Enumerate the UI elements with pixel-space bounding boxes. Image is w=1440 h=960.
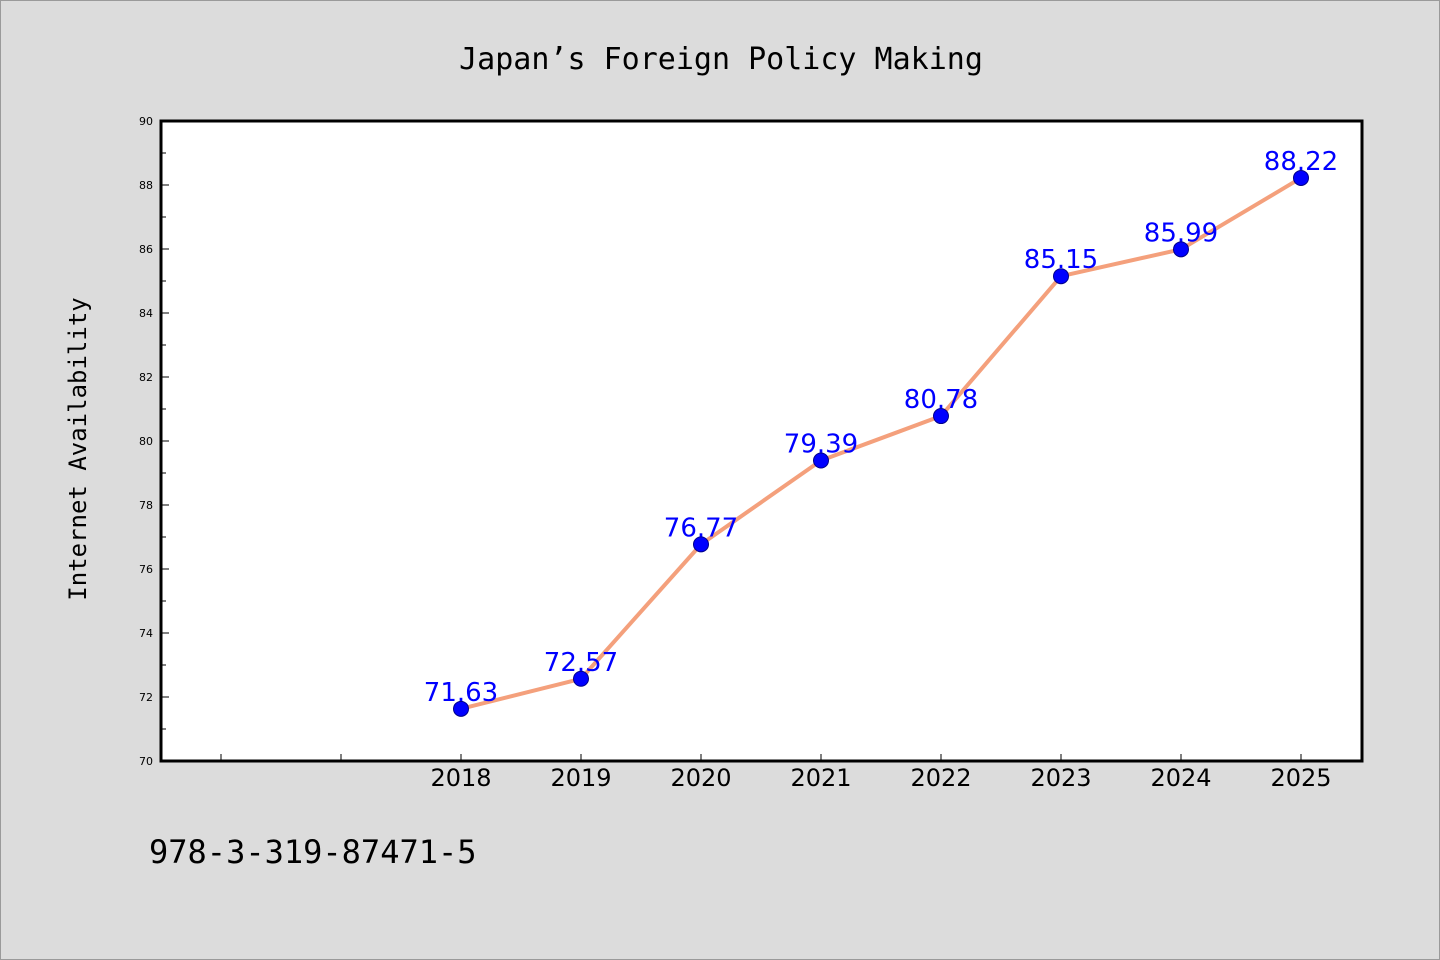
data-point (573, 670, 589, 687)
y-tick-label: 80 (139, 435, 153, 448)
x-tick-label: 2020 (670, 764, 731, 792)
data-label: 79.39 (784, 430, 858, 460)
data-point (933, 408, 949, 425)
y-tick-label: 76 (139, 563, 153, 576)
y-tick-label: 82 (139, 371, 153, 384)
data-labels: 71.63 72.57 76.77 79.39 80.78 85.15 85.99 88.22 (424, 147, 1338, 708)
y-tick-label: 88 (139, 179, 153, 192)
data-point (1053, 268, 1069, 285)
data-label: 71.63 (424, 678, 498, 708)
y-axis-label: Internet Availability (64, 297, 92, 600)
x-tick-label: 2024 (1150, 764, 1211, 792)
x-tick-label: 2019 (550, 764, 611, 792)
data-point (1293, 169, 1309, 186)
data-points (453, 169, 1309, 717)
plot-area (159, 119, 1364, 763)
x-tick-label: 2021 (790, 764, 851, 792)
y-axis-ticks: 70 72 74 76 78 80 82 84 86 88 90 (139, 115, 169, 768)
series-line (459, 175, 1303, 711)
y-tick-label: 70 (139, 755, 153, 768)
data-label: 88.22 (1264, 147, 1338, 177)
data-point (693, 536, 709, 553)
data-point (1173, 241, 1189, 258)
data-label: 72.57 (544, 648, 618, 678)
data-label: 85.15 (1024, 245, 1098, 275)
x-tick-label: 2022 (910, 764, 971, 792)
y-tick-label: 78 (139, 499, 153, 512)
isbn-footer: 978-3-319-87471-5 (149, 833, 477, 871)
series-polyline (459, 175, 1303, 711)
y-tick-label: 74 (139, 627, 153, 640)
chart-title: Japan’s Foreign Policy Making (459, 42, 983, 77)
x-tick-label: 2025 (1270, 764, 1331, 792)
x-tick-label: 2018 (430, 764, 491, 792)
data-label: 85.99 (1144, 218, 1218, 248)
data-label: 76.77 (664, 513, 738, 543)
y-tick-label: 90 (139, 115, 153, 128)
y-tick-label: 86 (139, 243, 153, 256)
data-point (453, 700, 469, 717)
x-tick-label: 2023 (1030, 764, 1091, 792)
y-tick-label: 84 (139, 307, 153, 320)
data-label: 80.78 (904, 385, 978, 415)
y-tick-label: 72 (139, 691, 153, 704)
x-axis-ticks: 2018 2019 2020 2021 2022 2023 2024 2025 (220, 754, 1332, 792)
data-point (813, 452, 829, 469)
